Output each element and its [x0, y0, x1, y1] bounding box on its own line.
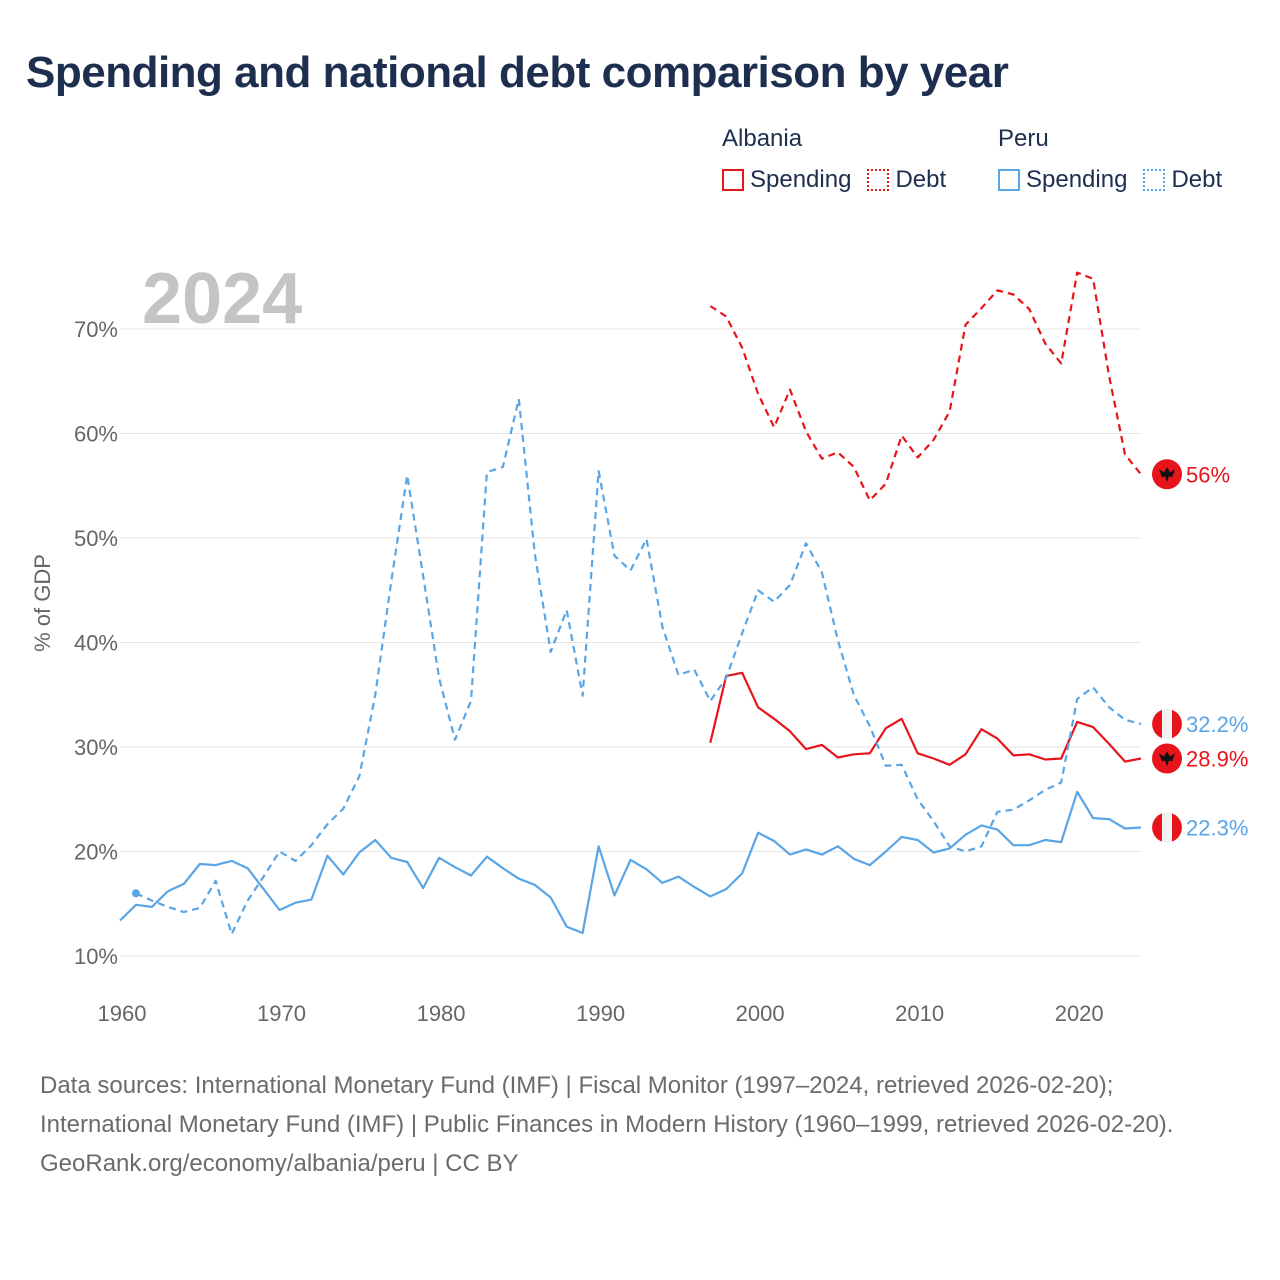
legend-item-peru-spending[interactable]: Spending	[998, 166, 1127, 194]
y-tick-label: 20%	[74, 840, 118, 865]
legend-item-albania-debt[interactable]: Debt	[867, 166, 946, 194]
legend-label: Spending	[1026, 166, 1128, 193]
y-tick-label: 60%	[74, 422, 118, 447]
grid-lines	[120, 328, 1141, 957]
x-tick-label: 2000	[736, 1001, 785, 1026]
footer: Data sources: International Monetary Fun…	[40, 1066, 1250, 1183]
peru-spending-line[interactable]	[119, 790, 1142, 935]
legend-label: Spending	[750, 166, 852, 193]
end-value-label: 56%	[1186, 462, 1230, 487]
y-tick-label: 40%	[74, 631, 118, 656]
albania-flag-icon	[1152, 743, 1182, 774]
x-tick-label: 1990	[576, 1001, 625, 1026]
legend-group-peru: Peru Spending Debt	[998, 122, 1238, 194]
albania-flag-icon	[1152, 459, 1182, 490]
end-value-label: 28.9%	[1186, 746, 1248, 771]
y-axis-label: % of GDP	[30, 554, 55, 652]
legend-item-peru-debt[interactable]: Debt	[1143, 166, 1222, 194]
x-tick-label: 1970	[257, 1001, 306, 1026]
legend-swatch-solid-icon	[722, 169, 744, 191]
end-value-label: 22.3%	[1186, 815, 1248, 840]
y-tick-label: 30%	[74, 735, 118, 760]
legend-group-albania: Albania Spending Debt	[722, 122, 962, 194]
x-tick-label: 2010	[895, 1001, 944, 1026]
y-tick-label: 10%	[74, 944, 118, 969]
peru-debt-line[interactable]	[135, 397, 1142, 936]
peru-debt-start-point	[131, 889, 140, 898]
legend-country-albania: Albania	[722, 125, 803, 152]
data-sources: Data sources: International Monetary Fun…	[40, 1072, 1174, 1138]
y-tick-label: 50%	[74, 526, 118, 551]
line-chart: 2024 % of GDP 10% 20% 30% 40% 50% 60% 70% 1960…	[30, 259, 1248, 1026]
legend-swatch-dotted-icon	[1143, 169, 1166, 191]
x-axis-ticks: 1960 1970 1980 1990 2000 2010 2020	[98, 1001, 1104, 1026]
albania-spending-line[interactable]	[709, 671, 1142, 766]
x-tick-label: 1980	[417, 1001, 466, 1026]
legend-swatch-dotted-icon	[867, 169, 890, 191]
y-tick-label: 70%	[74, 317, 118, 342]
peru-flag-icon	[1152, 709, 1182, 740]
y-axis-ticks: 10% 20% 30% 40% 50% 60% 70%	[74, 317, 118, 969]
legend-country-peru: Peru	[998, 125, 1049, 152]
peru-flag-icon	[1152, 812, 1182, 843]
legend-item-albania-spending[interactable]: Spending	[722, 166, 851, 194]
x-tick-label: 1960	[98, 1001, 147, 1026]
end-markers: 28.9% 56% 22.3% 32.2%	[1152, 459, 1248, 843]
credit-link[interactable]: GeoRank.org/economy/albania/peru | CC BY	[40, 1150, 519, 1177]
x-tick-label: 2020	[1055, 1001, 1104, 1026]
legend-swatch-solid-icon	[998, 169, 1020, 191]
legend-label: Debt	[1171, 166, 1223, 193]
end-value-label: 32.2%	[1186, 712, 1248, 737]
legend-label: Debt	[895, 166, 947, 193]
year-watermark: 2024	[142, 259, 302, 339]
albania-debt-line[interactable]	[709, 271, 1142, 502]
chart-title: Spending and national debt comparison by…	[26, 48, 1009, 97]
series-lines	[119, 271, 1142, 936]
